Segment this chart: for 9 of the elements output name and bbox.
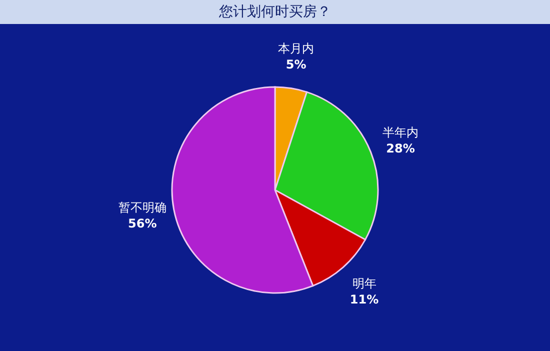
data-label: 56%: [128, 216, 157, 230]
data-label: 28%: [386, 141, 415, 156]
slice-label: 半年内: [382, 125, 419, 140]
slice-label: 暂不明确: [118, 200, 166, 214]
data-label: 5%: [286, 58, 306, 72]
chart-title: 您计划何时买房？: [218, 4, 331, 20]
data-label: 11%: [350, 292, 379, 306]
slice-label: 本月内: [278, 42, 314, 56]
slice-label: 明年: [352, 276, 376, 290]
